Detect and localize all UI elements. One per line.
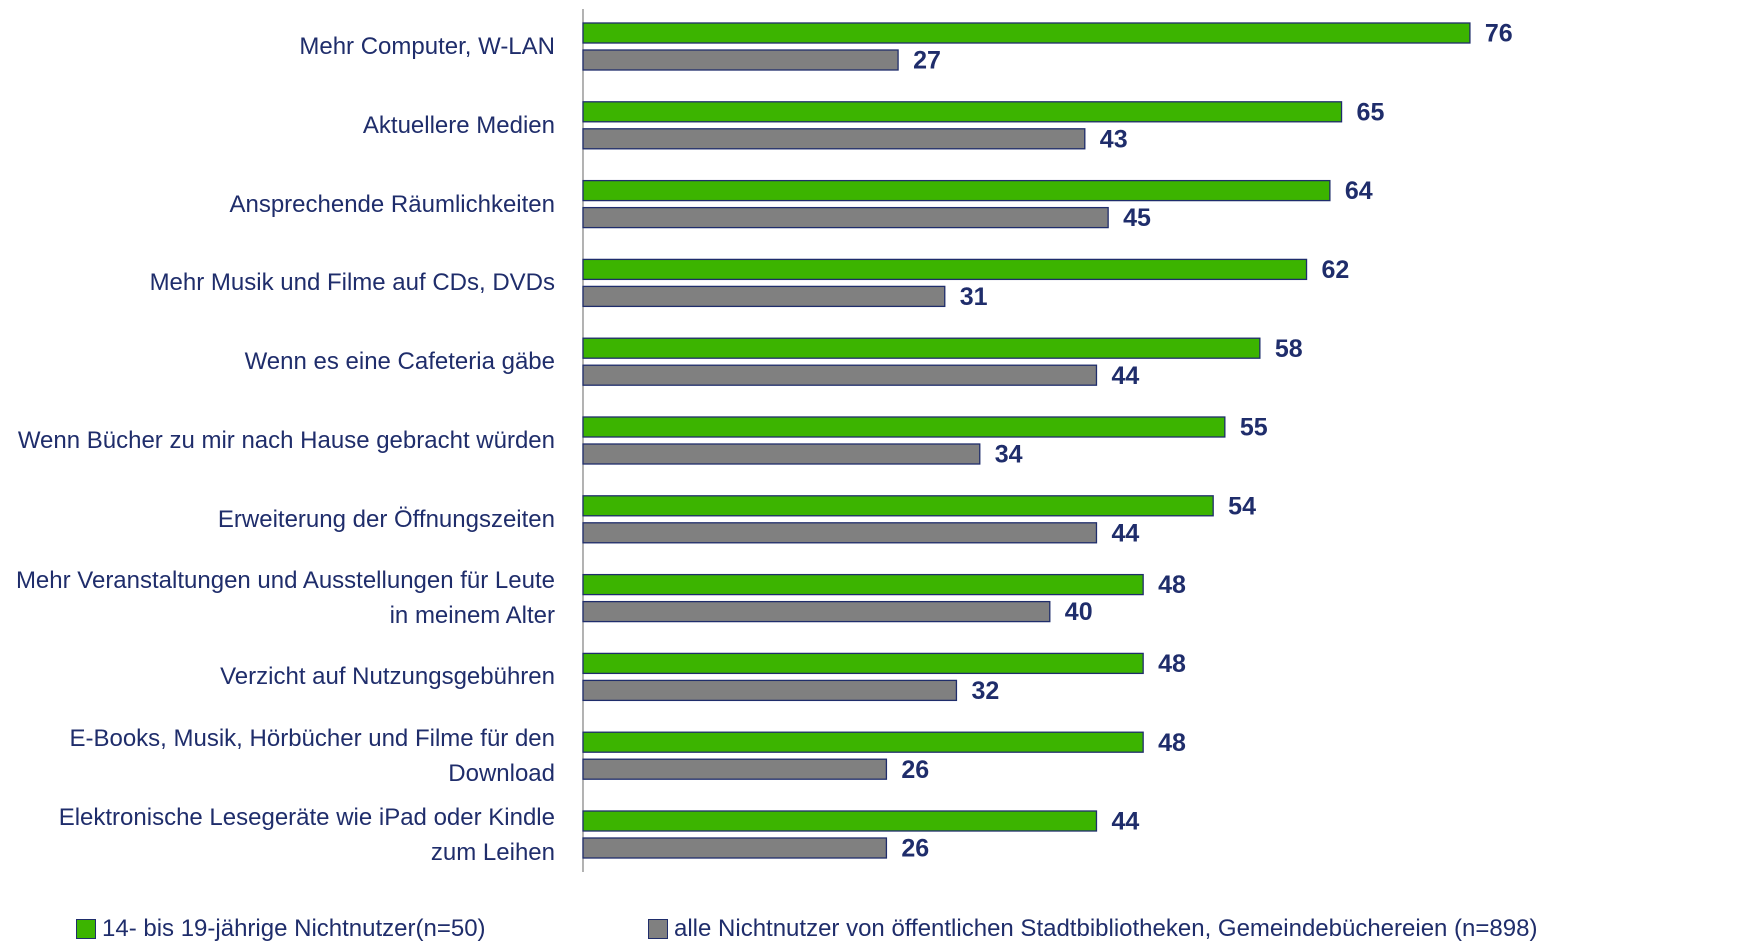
- value-label: 44: [1111, 519, 1139, 547]
- value-label: 26: [901, 835, 929, 863]
- value-label: 44: [1111, 362, 1139, 390]
- bar: [582, 600, 1051, 623]
- category-label: Mehr Musik und Filme auf CDs, DVDs: [149, 269, 555, 297]
- bar: [582, 49, 899, 71]
- bar: [582, 206, 1109, 229]
- value-label: 44: [1111, 808, 1139, 836]
- value-label: 48: [1158, 729, 1186, 757]
- legend-swatch: [648, 919, 668, 939]
- value-label: 34: [995, 441, 1023, 469]
- category-label: Verzicht auf Nutzungsgebühren: [220, 663, 555, 691]
- value-label: 76: [1485, 20, 1513, 48]
- value-label: 45: [1123, 204, 1151, 232]
- legend-item: alle Nichtnutzer von öffentlichen Stadtb…: [648, 915, 1537, 943]
- bar: [582, 495, 1214, 517]
- bar: [582, 837, 888, 859]
- legend-item: 14- bis 19-jährige Nichtnutzer(n=50): [76, 915, 486, 943]
- category-label: Wenn es eine Cafeteria gäbe: [244, 348, 555, 376]
- category-label: E-Books, Musik, Hörbücher und Filme für …: [69, 724, 555, 787]
- bar: [582, 652, 1144, 675]
- category-label: Ansprechende Räumlichkeiten: [229, 190, 555, 218]
- value-label: 48: [1158, 650, 1186, 678]
- bar: [582, 258, 1308, 281]
- category-label: Mehr Computer, W-LAN: [299, 33, 555, 60]
- legend-swatch: [76, 919, 96, 939]
- legend-label: alle Nichtnutzer von öffentlichen Stadtb…: [674, 915, 1538, 942]
- bar: [582, 101, 1343, 123]
- bar: [582, 285, 946, 308]
- bar: [582, 810, 1098, 832]
- value-label: 31: [960, 283, 988, 311]
- value-label: 40: [1065, 598, 1093, 626]
- category-label: Wenn Bücher zu mir nach Hause gebracht w…: [17, 427, 555, 454]
- category-label: Elektronische Lesegeräte wie iPad oder K…: [58, 803, 555, 866]
- bar: [582, 179, 1331, 202]
- value-label: 43: [1100, 125, 1128, 153]
- bar: [582, 758, 888, 780]
- bar: [582, 416, 1226, 438]
- bar: [582, 337, 1261, 359]
- value-label: 48: [1158, 571, 1186, 599]
- bar: [582, 22, 1471, 44]
- value-label: 26: [901, 756, 929, 784]
- bar: [582, 573, 1144, 596]
- value-label: 62: [1322, 256, 1350, 284]
- value-label: 65: [1357, 98, 1385, 126]
- value-label: 64: [1345, 177, 1373, 205]
- bar: [582, 128, 1086, 150]
- value-label: 54: [1228, 492, 1256, 520]
- value-label: 27: [913, 47, 941, 75]
- bar: [582, 679, 958, 702]
- value-label: 32: [971, 677, 999, 705]
- category-label: Erweiterung der Öffnungszeiten: [217, 505, 555, 533]
- legend-label: 14- bis 19-jährige Nichtnutzer(n=50): [102, 915, 486, 942]
- bar: [582, 443, 981, 465]
- category-label: Mehr Veranstaltungen und Ausstellungen f…: [15, 567, 555, 630]
- value-label: 55: [1240, 414, 1268, 442]
- bar: [582, 522, 1098, 544]
- bar: [582, 731, 1144, 753]
- value-label: 58: [1275, 335, 1303, 363]
- bar: [582, 364, 1098, 386]
- category-label: Aktuellere Medien: [362, 111, 555, 139]
